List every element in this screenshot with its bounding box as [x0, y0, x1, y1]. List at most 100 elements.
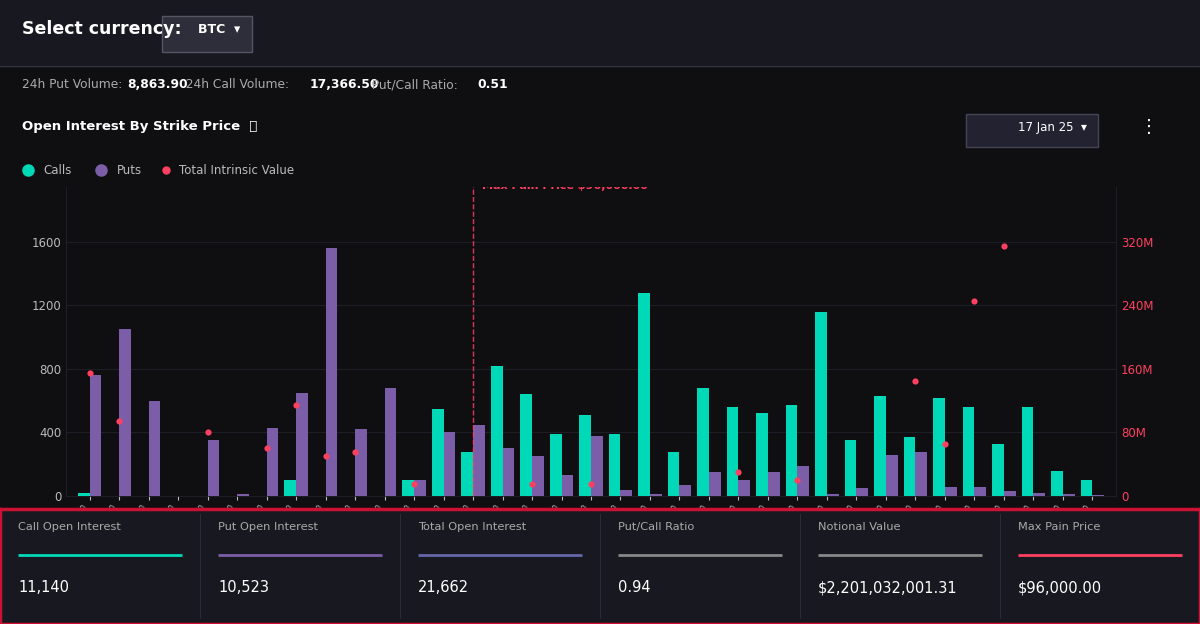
- Bar: [815, 311, 827, 496]
- Bar: [444, 432, 455, 496]
- Point: [404, 479, 424, 489]
- Bar: [580, 415, 592, 496]
- Bar: [944, 487, 956, 496]
- Bar: [532, 456, 544, 496]
- Point: [346, 447, 365, 457]
- Point: [788, 475, 808, 485]
- Bar: [934, 397, 944, 496]
- Text: Notional Value: Notional Value: [818, 522, 900, 532]
- Bar: [432, 409, 444, 496]
- Text: Put/Call Ratio: Put/Call Ratio: [618, 522, 695, 532]
- Point: [109, 416, 128, 426]
- Bar: [119, 329, 131, 496]
- Point: [965, 296, 984, 306]
- Point: [80, 368, 100, 378]
- Bar: [667, 452, 679, 496]
- Bar: [1081, 480, 1092, 496]
- Bar: [650, 494, 661, 496]
- Text: 11,140: 11,140: [18, 580, 70, 595]
- Text: Select currency:: Select currency:: [22, 21, 181, 39]
- Bar: [827, 494, 839, 496]
- Bar: [149, 401, 161, 496]
- Text: 24h Put Volume:: 24h Put Volume:: [22, 79, 126, 92]
- Bar: [916, 452, 928, 496]
- Bar: [325, 248, 337, 496]
- Text: $2,201,032,001.31: $2,201,032,001.31: [818, 580, 958, 595]
- Text: Put/Call Ratio:: Put/Call Ratio:: [364, 79, 461, 92]
- Point: [198, 427, 217, 437]
- Bar: [238, 494, 248, 496]
- Bar: [90, 375, 101, 496]
- Text: 24h Call Volume:: 24h Call Volume:: [178, 79, 293, 92]
- Bar: [266, 427, 278, 496]
- Point: [728, 467, 748, 477]
- Bar: [874, 396, 886, 496]
- Point: [906, 376, 925, 386]
- Bar: [1004, 491, 1015, 496]
- Bar: [473, 424, 485, 496]
- Text: $96,000.00: $96,000.00: [1018, 580, 1102, 595]
- Text: 0.51: 0.51: [478, 79, 509, 92]
- Point: [316, 451, 335, 461]
- Text: Puts: Puts: [116, 163, 142, 177]
- Bar: [78, 493, 90, 496]
- Bar: [402, 480, 414, 496]
- Bar: [992, 444, 1004, 496]
- Bar: [461, 452, 473, 496]
- Text: Open Interest By Strike Price  ⓘ: Open Interest By Strike Price ⓘ: [22, 120, 257, 133]
- Bar: [562, 475, 574, 496]
- Bar: [592, 436, 602, 496]
- Bar: [162, 16, 252, 52]
- Text: ⋮: ⋮: [1140, 118, 1158, 136]
- Bar: [1033, 493, 1045, 496]
- Bar: [786, 406, 798, 496]
- Point: [582, 479, 601, 489]
- Bar: [798, 466, 809, 496]
- Text: Put Open Interest: Put Open Interest: [218, 522, 318, 532]
- Point: [995, 241, 1014, 251]
- Text: 17 Jan 25  ▾: 17 Jan 25 ▾: [1018, 120, 1086, 134]
- Bar: [1051, 470, 1063, 496]
- Bar: [355, 429, 367, 496]
- Point: [1024, 177, 1043, 187]
- Bar: [521, 394, 532, 496]
- Text: 10,523: 10,523: [218, 580, 269, 595]
- Bar: [727, 407, 738, 496]
- Bar: [550, 434, 562, 496]
- Text: Total Intrinsic Value: Total Intrinsic Value: [179, 163, 294, 177]
- Bar: [966, 114, 1098, 147]
- Bar: [491, 366, 503, 496]
- Text: Calls: Calls: [43, 163, 72, 177]
- Point: [522, 479, 541, 489]
- Bar: [974, 487, 986, 496]
- Bar: [709, 472, 721, 496]
- Bar: [886, 455, 898, 496]
- Text: Max Pain Price: Max Pain Price: [1018, 522, 1100, 532]
- Bar: [738, 480, 750, 496]
- Bar: [1092, 495, 1104, 496]
- Text: 17,366.50: 17,366.50: [310, 79, 379, 92]
- Point: [935, 439, 954, 449]
- Text: 8,863.90: 8,863.90: [127, 79, 188, 92]
- Bar: [845, 441, 857, 496]
- Bar: [608, 434, 620, 496]
- Text: Total Open Interest: Total Open Interest: [418, 522, 527, 532]
- Bar: [414, 480, 426, 496]
- Bar: [697, 388, 709, 496]
- Bar: [620, 490, 632, 496]
- Bar: [1063, 494, 1075, 496]
- Bar: [638, 293, 650, 496]
- Bar: [296, 392, 308, 496]
- Point: [1054, 161, 1073, 171]
- Bar: [208, 441, 220, 496]
- Text: Max Pain Price $96,000.00: Max Pain Price $96,000.00: [482, 182, 648, 192]
- Bar: [679, 485, 691, 496]
- Bar: [1021, 407, 1033, 496]
- Bar: [768, 472, 780, 496]
- Bar: [384, 388, 396, 496]
- Bar: [284, 480, 296, 496]
- Point: [287, 400, 306, 410]
- Point: [257, 444, 276, 454]
- Text: Call Open Interest: Call Open Interest: [18, 522, 121, 532]
- Bar: [857, 488, 869, 496]
